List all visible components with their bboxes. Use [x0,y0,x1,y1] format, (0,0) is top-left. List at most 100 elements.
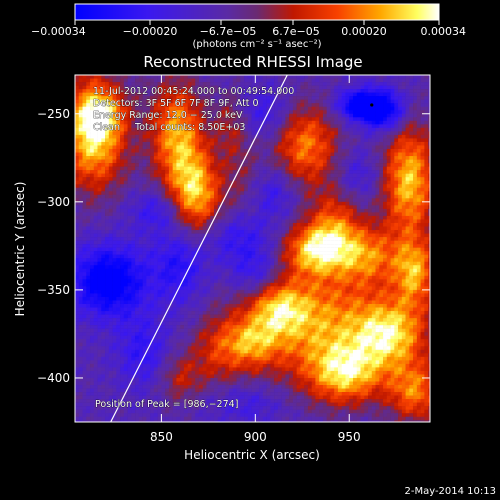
heatmap-cell [78,296,83,301]
heatmap-cell [97,395,102,400]
heatmap-cell [210,311,215,315]
heatmap-cell [90,275,95,280]
heatmap-cell [75,388,80,393]
heatmap-cell [183,360,188,365]
heatmap-cell [187,247,192,252]
heatmap-cell [127,208,132,213]
heatmap-cell [255,265,260,270]
heatmap-cell [131,152,136,157]
heatmap-cell [251,173,256,178]
heatmap-cell [206,321,211,326]
heatmap-cell [180,141,185,146]
heatmap-cell [206,420,211,422]
heatmap-cell [213,127,219,132]
heatmap-cell [183,339,188,344]
heatmap-cell [172,339,177,344]
heatmap-cell [105,180,110,185]
heatmap-cell [131,75,136,79]
heatmap-cell [183,159,188,164]
heatmap-cell [213,131,219,136]
heatmap-cell [131,300,136,305]
heatmap-cell [176,402,181,407]
heatmap-cell [255,145,260,150]
heatmap-cell [123,272,128,277]
heatmap-cell [123,233,128,238]
heatmap-cell [255,395,260,400]
heatmap-cell [93,194,98,199]
heatmap-cell [172,170,177,174]
heatmap-cell [240,92,245,97]
heatmap-cell [150,117,155,122]
heatmap-cell [221,191,226,196]
heatmap-cell [142,215,147,220]
heatmap-cell [123,307,128,312]
heatmap-cell [202,335,207,340]
heatmap-cell [108,275,113,280]
heatmap-cell [195,286,200,291]
heatmap-cell [157,272,162,277]
heatmap-cell [247,420,252,422]
heatmap-cell [221,300,226,305]
heatmap-cell [165,261,170,266]
heatmap-cell [195,145,200,150]
heatmap-cell [221,110,226,115]
heatmap-cell [244,244,249,248]
heatmap-cell [236,388,241,393]
heatmap-cell [229,78,234,83]
heatmap-cell [108,377,113,382]
heatmap-cell [251,163,256,167]
heatmap-cell [138,191,143,196]
heatmap-cell [221,339,226,344]
heatmap-cell [259,212,264,217]
heatmap-cell [210,96,215,100]
heatmap-cell [183,131,188,136]
heatmap-cell [138,106,143,111]
heatmap-cell [131,82,136,86]
heatmap-cell [213,201,219,206]
heatmap-cell [202,222,207,227]
heatmap-cell [86,240,91,245]
heatmap-cell [97,92,102,97]
heatmap-cell [101,356,106,361]
heatmap-cell [240,385,245,389]
heatmap-cell [75,138,80,143]
heatmap-cell [112,402,117,407]
heatmap-cell [161,230,166,234]
heatmap-cell [251,258,256,263]
heatmap-cell [176,110,181,115]
heatmap-cell [168,233,173,238]
heatmap-cell [138,82,143,86]
heatmap-cell [255,233,260,238]
heatmap-cell [210,244,215,248]
heatmap-cell [187,75,192,79]
heatmap-cell [168,138,173,143]
heatmap-cell [240,265,245,270]
heatmap-cell [142,138,147,143]
heatmap-cell [221,219,226,224]
heatmap-cell [123,110,128,115]
heatmap-cell [202,318,207,322]
heatmap-cell [135,325,140,329]
heatmap-cell [101,124,106,129]
heatmap-cell [153,377,158,382]
heatmap-cell [244,346,249,351]
heatmap-cell [247,360,252,365]
heatmap-cell [180,240,185,245]
heatmap-cell [165,251,170,255]
heatmap-cell [172,145,177,150]
heatmap-cell [105,272,110,277]
heatmap-cell [157,254,162,259]
heatmap-cell [229,282,234,287]
heatmap-cell [176,180,181,185]
heatmap-cell [138,300,143,305]
heatmap-cell [236,198,241,203]
heatmap-cell [172,106,177,111]
heatmap-cell [123,353,128,358]
heatmap-cell [146,402,151,407]
heatmap-cell [112,184,117,189]
heatmap-cell [82,138,87,143]
heatmap-cell [150,173,155,178]
heatmap-cell [202,286,207,291]
heatmap-cell [142,402,147,407]
heatmap-cell [259,367,264,372]
